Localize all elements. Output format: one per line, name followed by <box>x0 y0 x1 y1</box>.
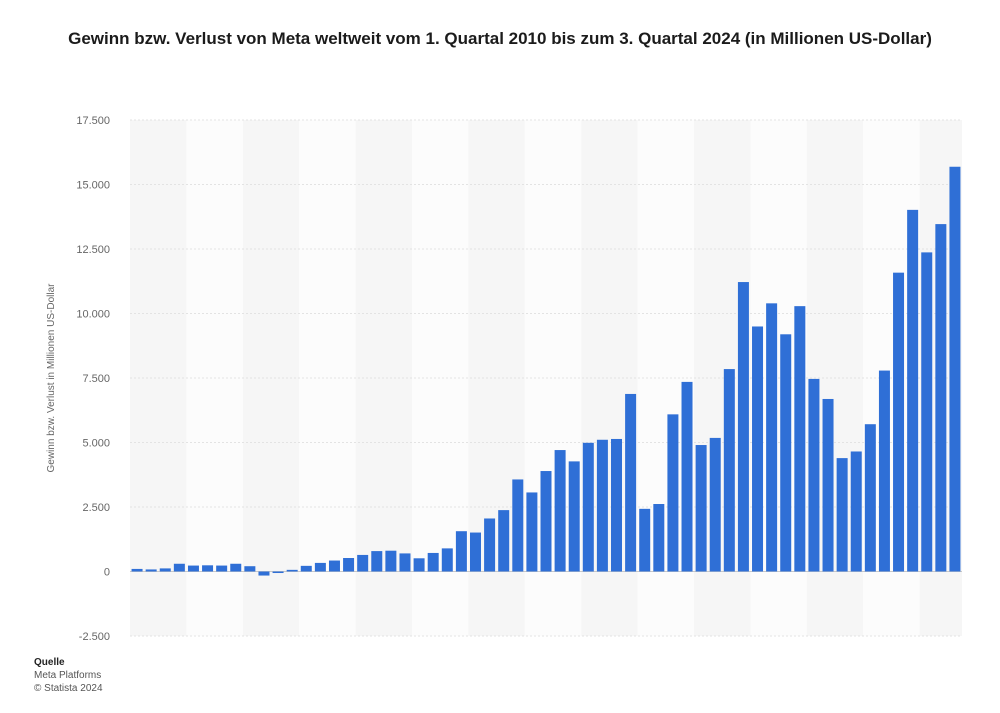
y-tick-label: 2.500 <box>82 502 110 514</box>
bar[interactable]: Q3 2012: -59 <box>272 571 284 574</box>
y-tick-label: 17.500 <box>76 115 110 127</box>
y-axis-label: Gewinn bzw. Verlust in Millionen US-Doll… <box>46 283 57 473</box>
bar[interactable]: Q2 2023: 7788 <box>878 370 890 572</box>
bar[interactable]: Q3 2015: 896 <box>441 548 453 572</box>
bar[interactable]: Q2 2017: 3894 <box>540 471 552 572</box>
source-block: Quelle Meta Platforms © Statista 2024 <box>34 656 103 695</box>
bars: Q1 2010: 100Q2 2010: 80Q3 2010: 120Q4 20… <box>131 166 961 576</box>
bar[interactable]: Q3 2020: 7846 <box>723 369 735 572</box>
bar[interactable]: Q1 2020: 4902 <box>695 445 707 572</box>
bar[interactable]: Q1 2018: 4988 <box>582 442 594 572</box>
source-label: Quelle <box>34 657 65 668</box>
y-axis-ticks: -2.500 0 2.500 5.000 7.500 10.000 12.500 15.000… <box>76 115 110 643</box>
bar[interactable]: Q3 2022: 4395 <box>836 458 848 572</box>
bar[interactable]: Q1 2023: 5709 <box>864 424 876 572</box>
bar[interactable]: Q2 2015: 719 <box>427 552 439 572</box>
y-tick-label: 10.000 <box>76 309 110 321</box>
bar[interactable]: Q4 2016: 3568 <box>512 479 524 572</box>
bar[interactable]: Q3 2024: 15688 <box>949 166 961 572</box>
bar[interactable]: Q1 2015: 512 <box>413 558 425 572</box>
bar[interactable]: Q2 2024: 13465 <box>935 224 947 572</box>
bar[interactable]: Q1 2019: 2429 <box>639 508 651 572</box>
bar[interactable]: Q4 2013: 523 <box>343 558 355 572</box>
bar[interactable]: Q4 2011: 300 <box>230 563 242 572</box>
bar[interactable]: Q4 2020: 11219 <box>737 282 749 572</box>
bar[interactable]: Q2 2021: 10394 <box>766 303 778 572</box>
y-tick-label: 5.000 <box>82 438 110 450</box>
bar[interactable]: Q3 2018: 5137 <box>611 438 623 572</box>
bar[interactable]: Q3 2010: 120 <box>159 568 171 572</box>
bar[interactable]: Q3 2013: 425 <box>328 560 340 572</box>
y-tick-label: 0 <box>104 567 110 579</box>
bar[interactable]: Q2 2016: 2055 <box>484 518 496 572</box>
bar[interactable]: Q3 2023: 11583 <box>893 272 905 572</box>
y-tick-label: 7.500 <box>82 373 110 385</box>
bar[interactable]: Q2 2018: 5106 <box>596 439 608 572</box>
bar[interactable]: Q3 2016: 2379 <box>498 510 510 572</box>
bar[interactable]: Q2 2010: 80 <box>145 569 157 572</box>
bar[interactable]: Q1 2016: 1510 <box>469 532 481 572</box>
bar[interactable]: Q1 2010: 100 <box>131 568 143 572</box>
bar[interactable]: Q1 2014: 642 <box>357 554 369 572</box>
bar[interactable]: Q1 2017: 3064 <box>526 492 538 572</box>
bar[interactable]: Q3 2017: 4707 <box>554 450 566 572</box>
bar[interactable]: Q3 2014: 806 <box>385 550 397 572</box>
bar[interactable]: Q4 2023: 14017 <box>907 209 919 572</box>
bar[interactable]: Q4 2021: 10285 <box>794 306 806 572</box>
bar[interactable]: Q4 2018: 6882 <box>625 393 637 572</box>
bar[interactable]: Q2 2020: 5178 <box>709 437 721 572</box>
bar[interactable]: Q4 2022: 4652 <box>850 451 862 572</box>
bar[interactable]: Q1 2013: 219 <box>300 565 312 572</box>
bar[interactable]: Q4 2015: 1562 <box>455 531 467 572</box>
bar[interactable]: Q4 2019: 7349 <box>681 381 693 572</box>
bar[interactable]: Q1 2011: 230 <box>187 565 199 572</box>
bar[interactable]: Q4 2017: 4268 <box>568 461 580 572</box>
bar[interactable]: Q3 2019: 6091 <box>667 414 679 572</box>
source-line-1: Meta Platforms <box>34 670 102 681</box>
source-line-2: © Statista 2024 <box>34 683 103 694</box>
bar[interactable]: Q1 2021: 9497 <box>752 326 764 572</box>
bar[interactable]: Q2 2014: 791 <box>371 551 383 572</box>
bar[interactable]: Q3 2021: 9194 <box>780 334 792 572</box>
bar[interactable]: Q2 2019: 2616 <box>653 504 665 572</box>
y-tick-label: 12.500 <box>76 244 110 256</box>
bar[interactable]: Q1 2024: 12369 <box>921 252 933 572</box>
bar[interactable]: Q2 2013: 333 <box>314 562 326 572</box>
y-tick-label: -2.500 <box>79 631 110 643</box>
bar[interactable]: Q2 2022: 6687 <box>822 398 834 572</box>
bar[interactable]: Q4 2010: 300 <box>173 563 185 572</box>
chart-title: Gewinn bzw. Verlust von Meta weltweit vo… <box>68 29 932 48</box>
bar[interactable]: Q1 2012: 205 <box>244 566 256 572</box>
bar[interactable]: Q4 2014: 701 <box>399 553 411 572</box>
bar[interactable]: Q2 2011: 240 <box>202 565 214 572</box>
bar[interactable]: Q4 2012: 64 <box>286 569 298 572</box>
bar[interactable]: Q2 2012: -157 <box>258 571 270 576</box>
y-tick-label: 15.000 <box>76 180 110 192</box>
bar[interactable]: Q3 2011: 230 <box>216 565 228 572</box>
bar[interactable]: Q1 2022: 7465 <box>808 378 820 572</box>
